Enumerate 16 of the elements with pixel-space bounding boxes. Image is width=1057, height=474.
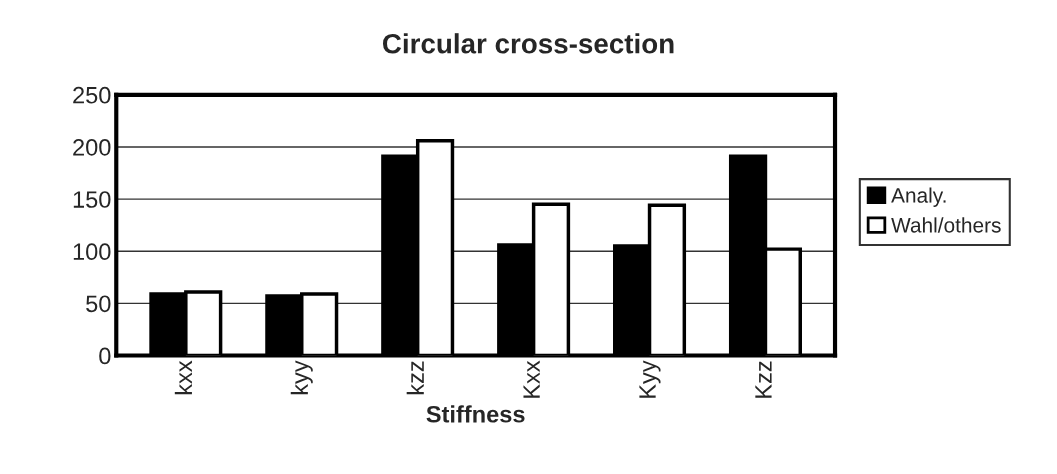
y-tick-label: 100 [73, 243, 111, 261]
y-tick-label: 250 [73, 86, 111, 104]
x-axis-title: Stiffness [426, 405, 525, 423]
legend-label: Analy. [891, 187, 946, 207]
x-tick-label: Kzz [755, 361, 772, 398]
x-tick-label: kxx [174, 360, 192, 395]
y-tick-label: 0 [99, 347, 111, 365]
x-tick-label: kyy [290, 360, 313, 395]
x-tick-label: Kyy [639, 360, 661, 398]
y-tick-label: 150 [73, 191, 111, 208]
chart-title: Circular cross-section [382, 33, 674, 54]
y-tick-label: 200 [73, 139, 111, 156]
x-tick-label: kzz [406, 361, 424, 395]
x-tick-label: Kxx [523, 360, 540, 398]
y-tick-label: 50 [86, 295, 111, 313]
legend-label: Wahl/others [891, 217, 1001, 233]
